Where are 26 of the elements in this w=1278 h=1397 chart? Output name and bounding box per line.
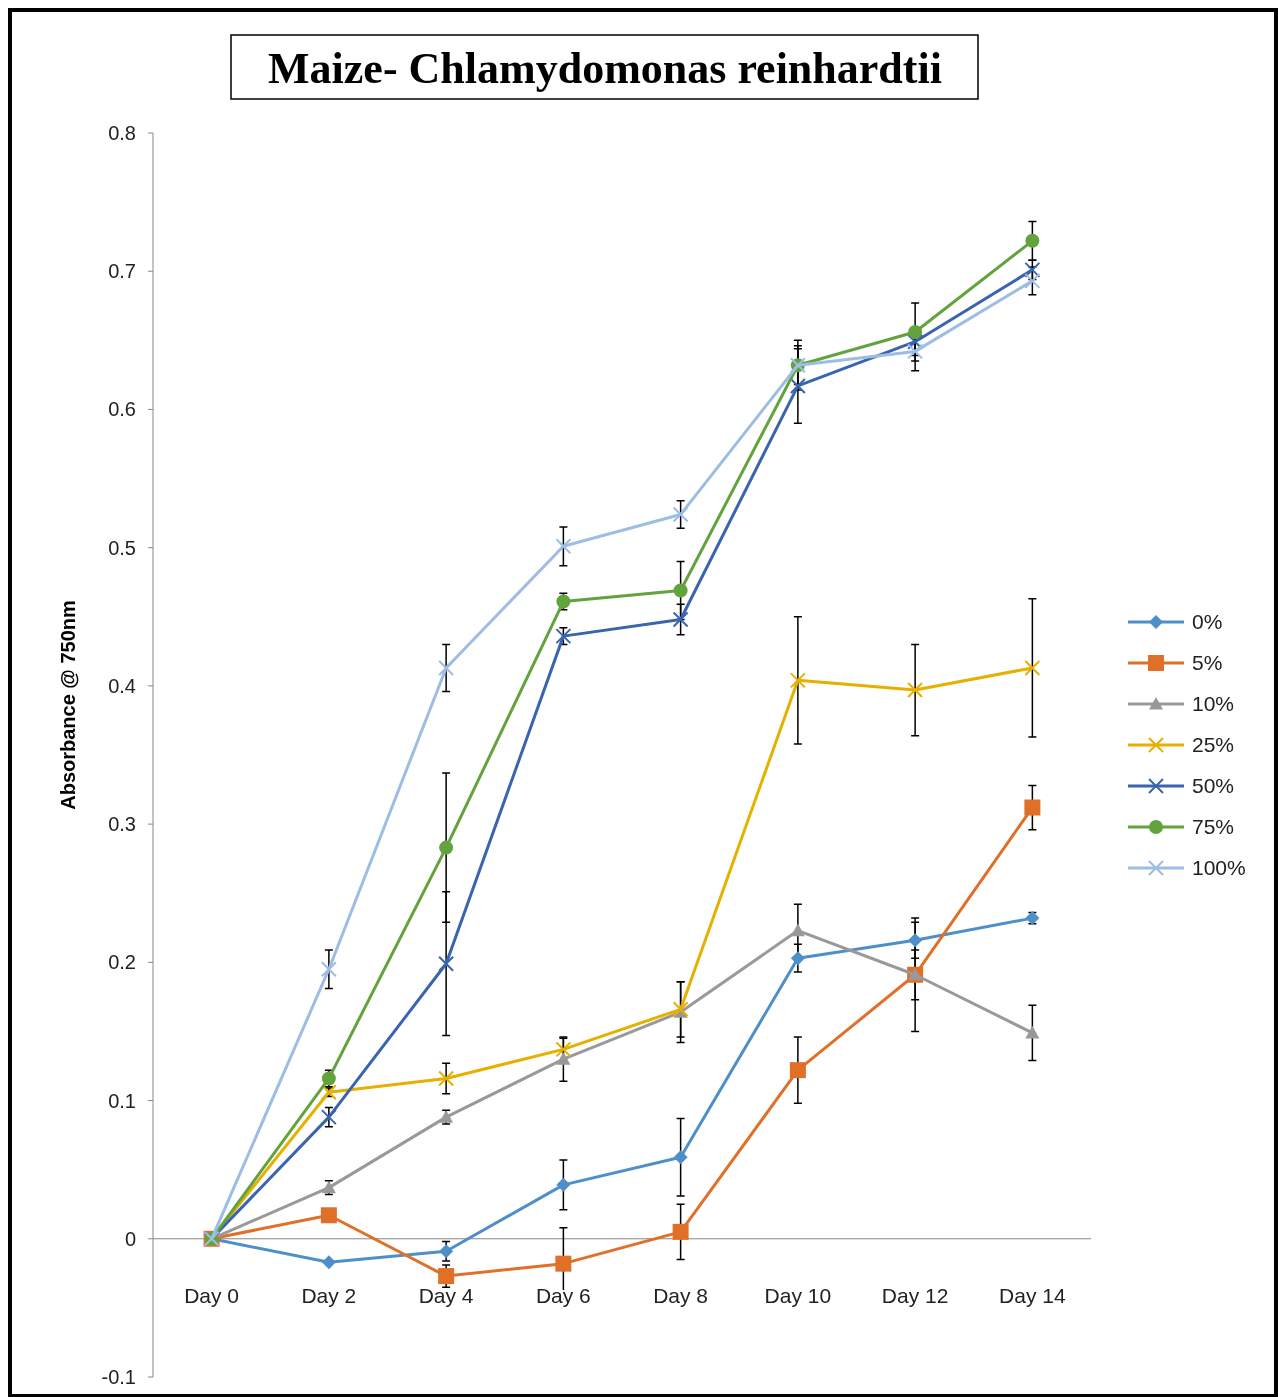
x-tick-label: Day 8 — [653, 1283, 709, 1307]
y-tick-label: 0 — [124, 1227, 136, 1250]
y-tick-label: 0.8 — [108, 122, 136, 144]
legend-label: 25% — [1192, 733, 1235, 757]
x-tick-label: Day 14 — [999, 1283, 1066, 1307]
legend-label: 5% — [1192, 651, 1223, 675]
x-tick-label: Day 0 — [184, 1283, 240, 1307]
legend-label: 75% — [1192, 815, 1235, 839]
y-axis-title: Absorbance @ 750nm — [57, 600, 79, 810]
legend-label: 10% — [1192, 692, 1235, 716]
x-tick-label: Day 10 — [764, 1283, 832, 1307]
y-tick-label: -0.1 — [101, 1366, 136, 1388]
y-tick-label: 0.2 — [108, 951, 136, 974]
chart-title: Maize- Chlamydomonas reinhardtii — [268, 44, 942, 93]
legend-label: 0% — [1192, 610, 1223, 634]
x-tick-label: Day 12 — [881, 1283, 949, 1307]
x-tick-label: Day 2 — [301, 1283, 357, 1307]
legend-label: 50% — [1192, 774, 1235, 798]
y-tick-label: 0.1 — [108, 1089, 136, 1112]
y-tick-label: 0.6 — [108, 398, 136, 421]
legend-label: 100% — [1192, 856, 1246, 880]
x-tick-label: Day 4 — [418, 1283, 474, 1307]
y-tick-label: 0.5 — [108, 536, 136, 559]
y-tick-label: 0.7 — [108, 260, 136, 283]
y-tick-label: 0.4 — [108, 674, 136, 697]
y-tick-label: 0.3 — [108, 813, 136, 836]
